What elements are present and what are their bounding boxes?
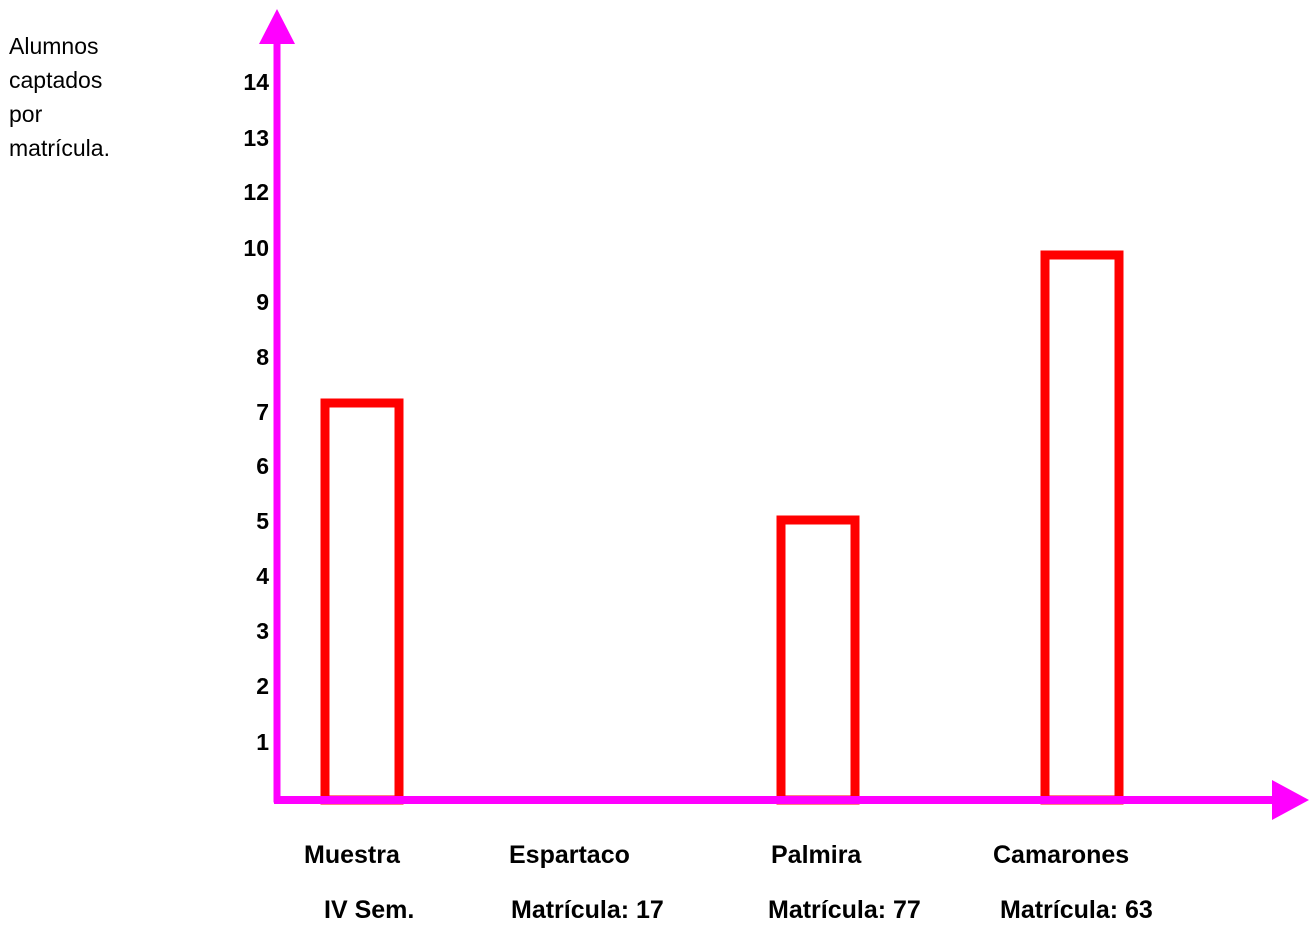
bar-camarones (1040, 250, 1124, 805)
x-category-sublabel: Matrícula: 63 (1000, 896, 1153, 924)
y-tick-label: 6 (256, 453, 269, 479)
bar-palmira (776, 515, 860, 805)
y-tick-label: 13 (243, 125, 269, 151)
y-axis-label-line-2: captados (9, 67, 102, 93)
y-tick-label: 9 (256, 289, 269, 315)
axes (259, 9, 1309, 820)
y-axis-label-line-4: matrícula. (9, 135, 110, 161)
x-category-labels: Muestra Espartaco Palmira Camarones (304, 841, 1129, 869)
y-tick-label: 14 (243, 69, 269, 95)
y-tick-label: 4 (256, 563, 269, 589)
y-tick-label: 10 (243, 235, 269, 261)
y-tick-label: 5 (256, 508, 269, 534)
x-category-label: Espartaco (509, 841, 630, 869)
x-category-label: Camarones (993, 841, 1129, 869)
y-tick-label: 2 (256, 673, 269, 699)
y-axis-label-line-3: por (9, 101, 43, 127)
x-axis-arrowhead (1272, 780, 1309, 820)
x-category-sublabel: Matrícula: 17 (511, 896, 664, 924)
y-tick-labels: 14 13 12 10 9 8 7 6 5 4 3 2 1 (243, 69, 269, 755)
y-tick-label: 1 (256, 729, 269, 755)
x-category-sublabels: IV Sem. Matrícula: 17 Matrícula: 77 Matr… (324, 896, 1153, 924)
y-axis-label: Alumnos captados por matrícula. (9, 33, 110, 161)
y-tick-label: 12 (243, 179, 269, 205)
y-axis-label-line-1: Alumnos (9, 33, 98, 59)
x-category-label: Muestra (304, 841, 401, 869)
bar-muestra (320, 398, 404, 805)
y-tick-label: 8 (256, 344, 269, 370)
y-tick-label: 3 (256, 618, 269, 644)
x-category-label: Palmira (771, 841, 862, 869)
y-tick-label: 7 (256, 399, 269, 425)
y-axis-arrowhead (259, 9, 295, 44)
x-category-sublabel: Matrícula: 77 (768, 896, 921, 924)
x-category-sublabel: IV Sem. (324, 896, 414, 924)
bars (320, 250, 1124, 805)
